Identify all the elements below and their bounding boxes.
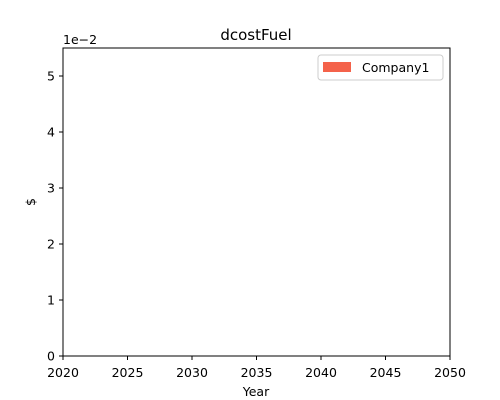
y-tick-label: 3 [47, 181, 55, 196]
x-tick-label: 2030 [176, 365, 208, 380]
y-axis: 0 1 2 3 4 5 [47, 69, 63, 364]
x-axis-label: Year [242, 384, 270, 399]
chart-title: dcostFuel [220, 26, 291, 44]
y-tick-label: 4 [47, 125, 55, 140]
x-tick-label: 2020 [47, 365, 79, 380]
y-tick-label: 0 [47, 349, 55, 364]
legend-box [317, 54, 444, 81]
legend-swatch-company1 [323, 62, 351, 72]
x-tick-label: 2050 [434, 365, 466, 380]
x-tick-label: 2035 [241, 365, 273, 380]
y-tick-label: 1 [47, 293, 55, 308]
legend-label-company1: Company1 [362, 60, 429, 75]
y-axis-label: $ [23, 198, 38, 206]
x-tick-label: 2040 [305, 365, 337, 380]
y-tick-label: 5 [47, 69, 55, 84]
legend: Company1 [317, 54, 444, 81]
y-tick-label: 2 [47, 237, 55, 252]
plot-frame [62, 47, 451, 357]
x-axis: 2020 2025 2030 2035 2040 2045 2050 [47, 356, 466, 380]
x-tick-label: 2045 [370, 365, 402, 380]
x-tick-label: 2025 [112, 365, 144, 380]
y-offset-label: 1e−2 [63, 32, 97, 47]
